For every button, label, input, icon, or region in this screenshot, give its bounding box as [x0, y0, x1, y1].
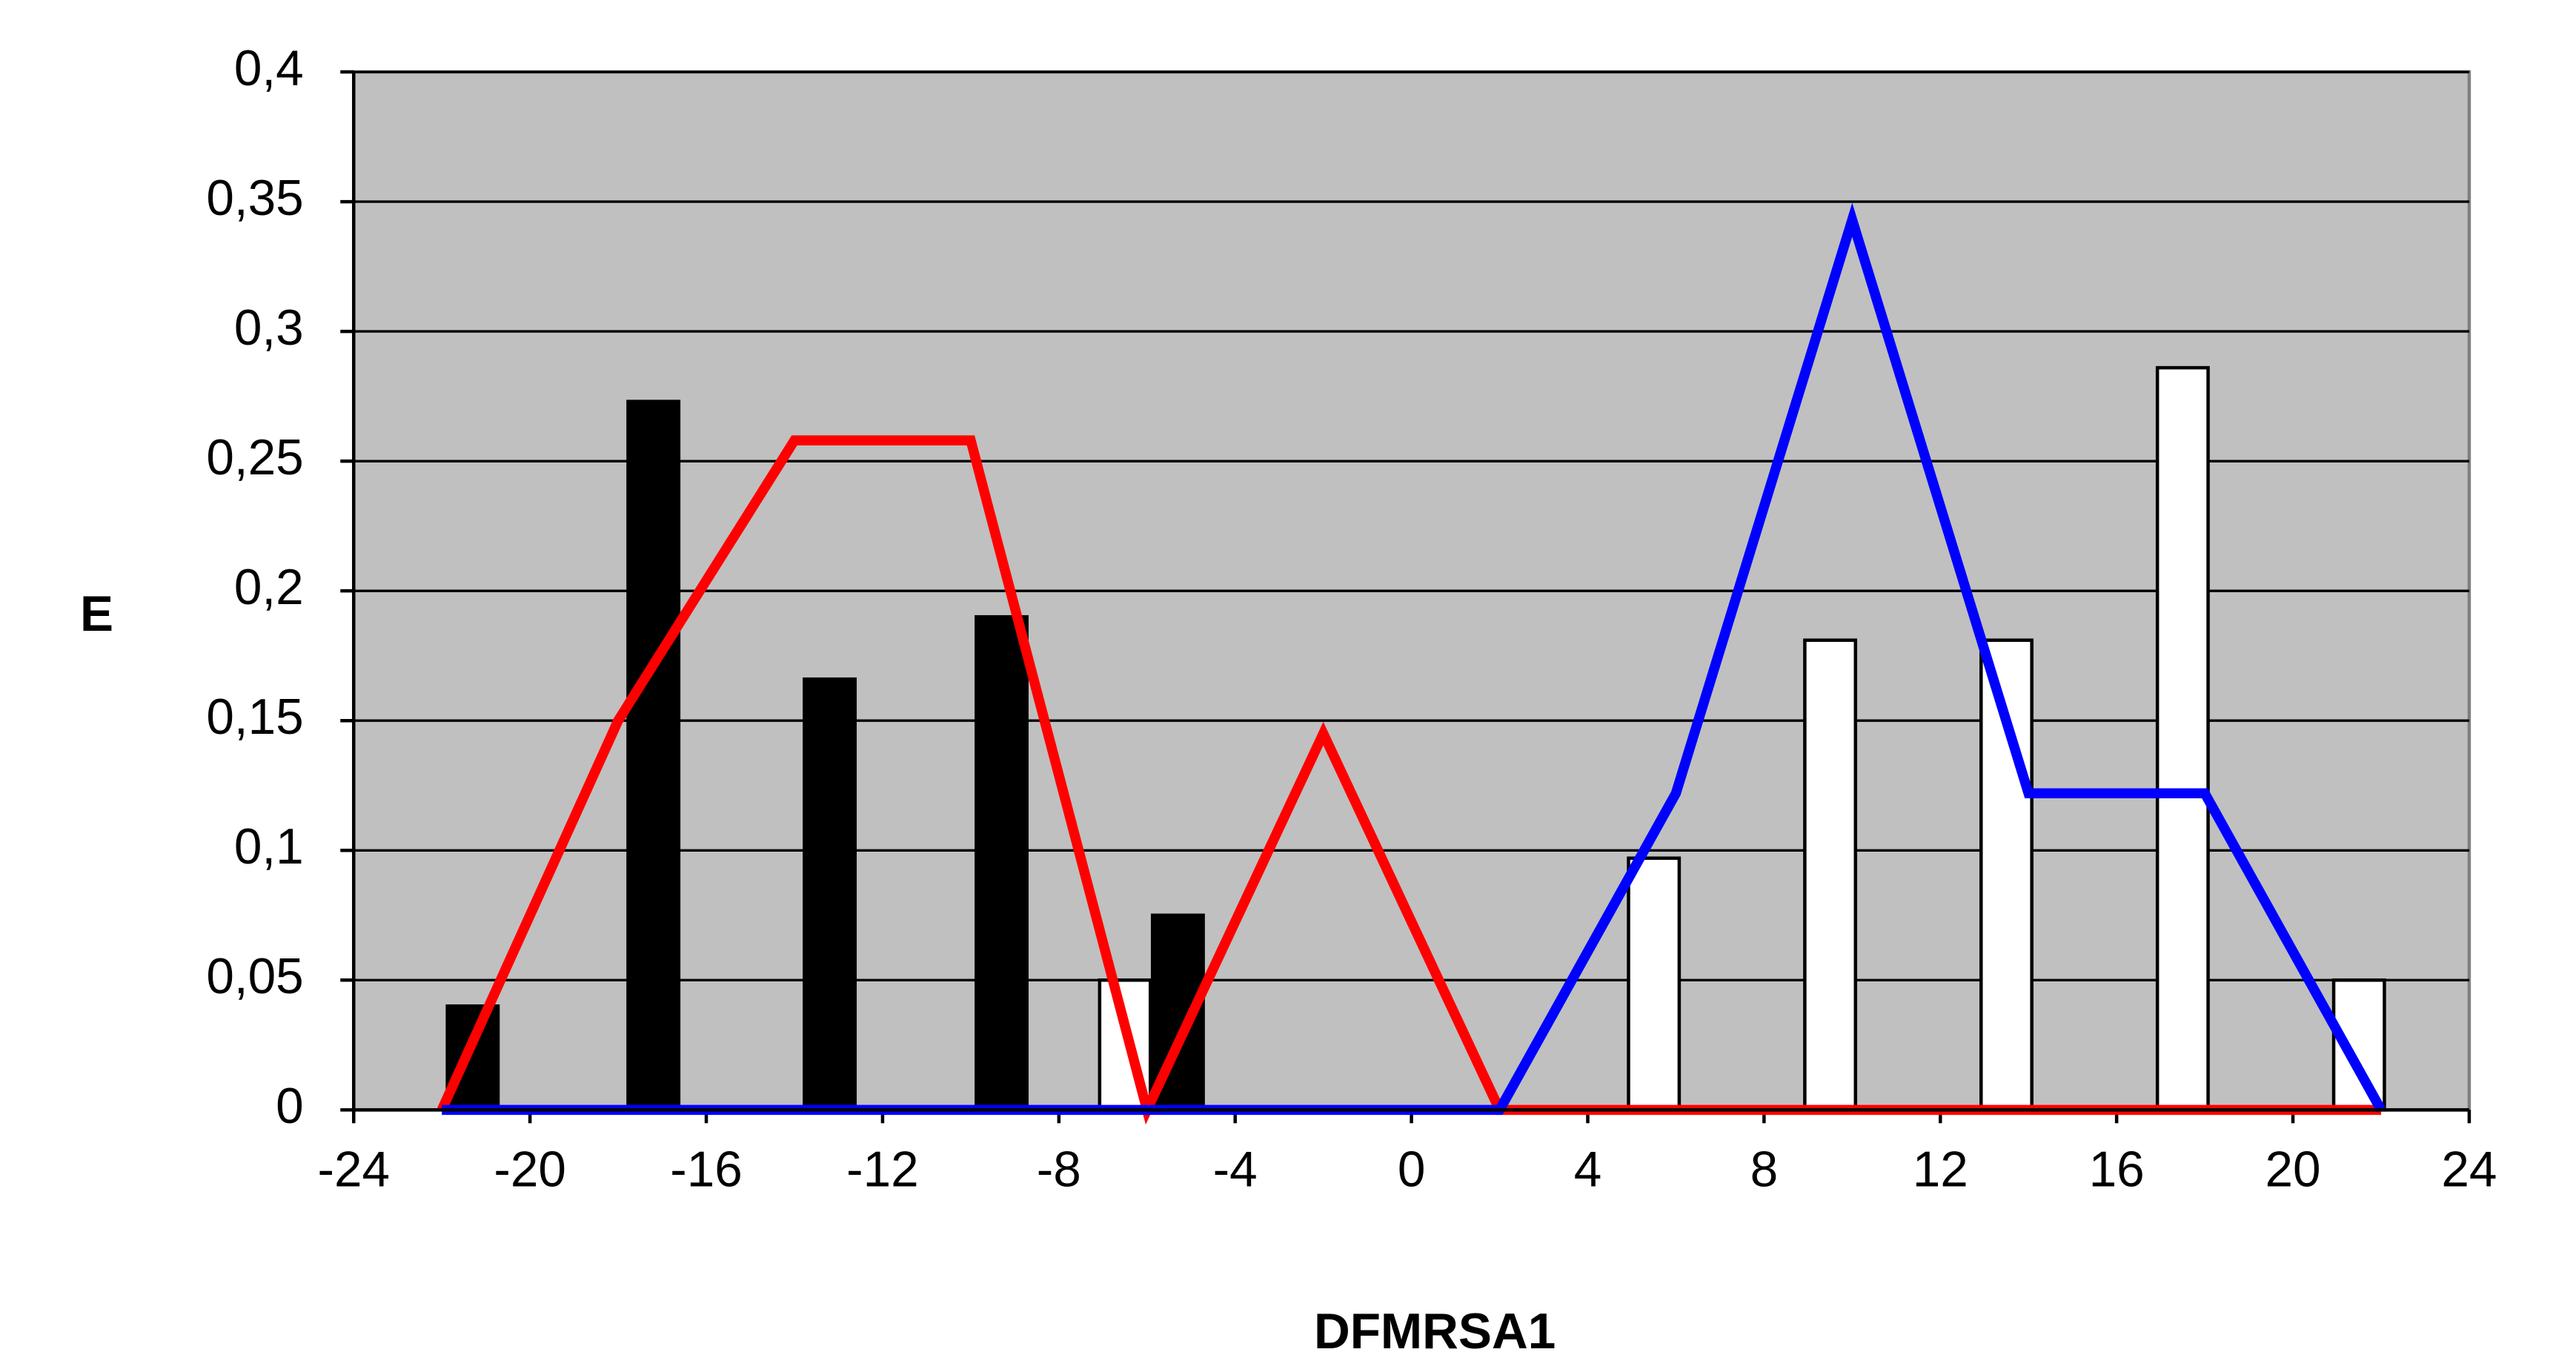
- x-tick-label: 12: [1913, 1142, 1968, 1198]
- x-tick-label: 0: [1398, 1142, 1426, 1198]
- bar: [2155, 365, 2210, 1112]
- y-tick-label: 0,3: [234, 300, 304, 356]
- bar: [1627, 856, 1682, 1112]
- x-tick-label: -20: [494, 1142, 566, 1198]
- x-tick-label: -16: [670, 1142, 743, 1198]
- x-tick-label: -24: [317, 1142, 390, 1198]
- y-tick-label: 0,35: [206, 170, 303, 226]
- bar: [975, 614, 1029, 1112]
- bar: [2331, 978, 2386, 1112]
- x-axis-title: DFMRSA1: [1314, 1304, 1556, 1352]
- bar: [626, 400, 681, 1112]
- y-tick-label: 0,1: [234, 819, 304, 875]
- x-tick-label: -12: [846, 1142, 919, 1198]
- y-tick-label: 0,05: [206, 949, 303, 1004]
- x-tick-label: -8: [1037, 1142, 1081, 1198]
- bar: [803, 677, 857, 1112]
- bar: [1803, 638, 1858, 1112]
- x-tick-label: -4: [1213, 1142, 1258, 1198]
- x-tick-label: 4: [1574, 1142, 1602, 1198]
- x-tick-label: 8: [1750, 1142, 1779, 1198]
- bar: [445, 1004, 500, 1112]
- y-tick-label: 0,25: [206, 430, 303, 486]
- y-tick-label: 0,2: [234, 560, 304, 615]
- y-tick-label: 0: [276, 1078, 304, 1134]
- y-tick-label: 0,4: [234, 41, 304, 96]
- x-tick-label: 24: [2441, 1142, 2497, 1198]
- y-tick-label: 0,15: [206, 689, 303, 745]
- y-axis-title: E: [80, 586, 113, 642]
- x-tick-label: 20: [2265, 1142, 2320, 1198]
- x-tick-label: 16: [2089, 1142, 2145, 1198]
